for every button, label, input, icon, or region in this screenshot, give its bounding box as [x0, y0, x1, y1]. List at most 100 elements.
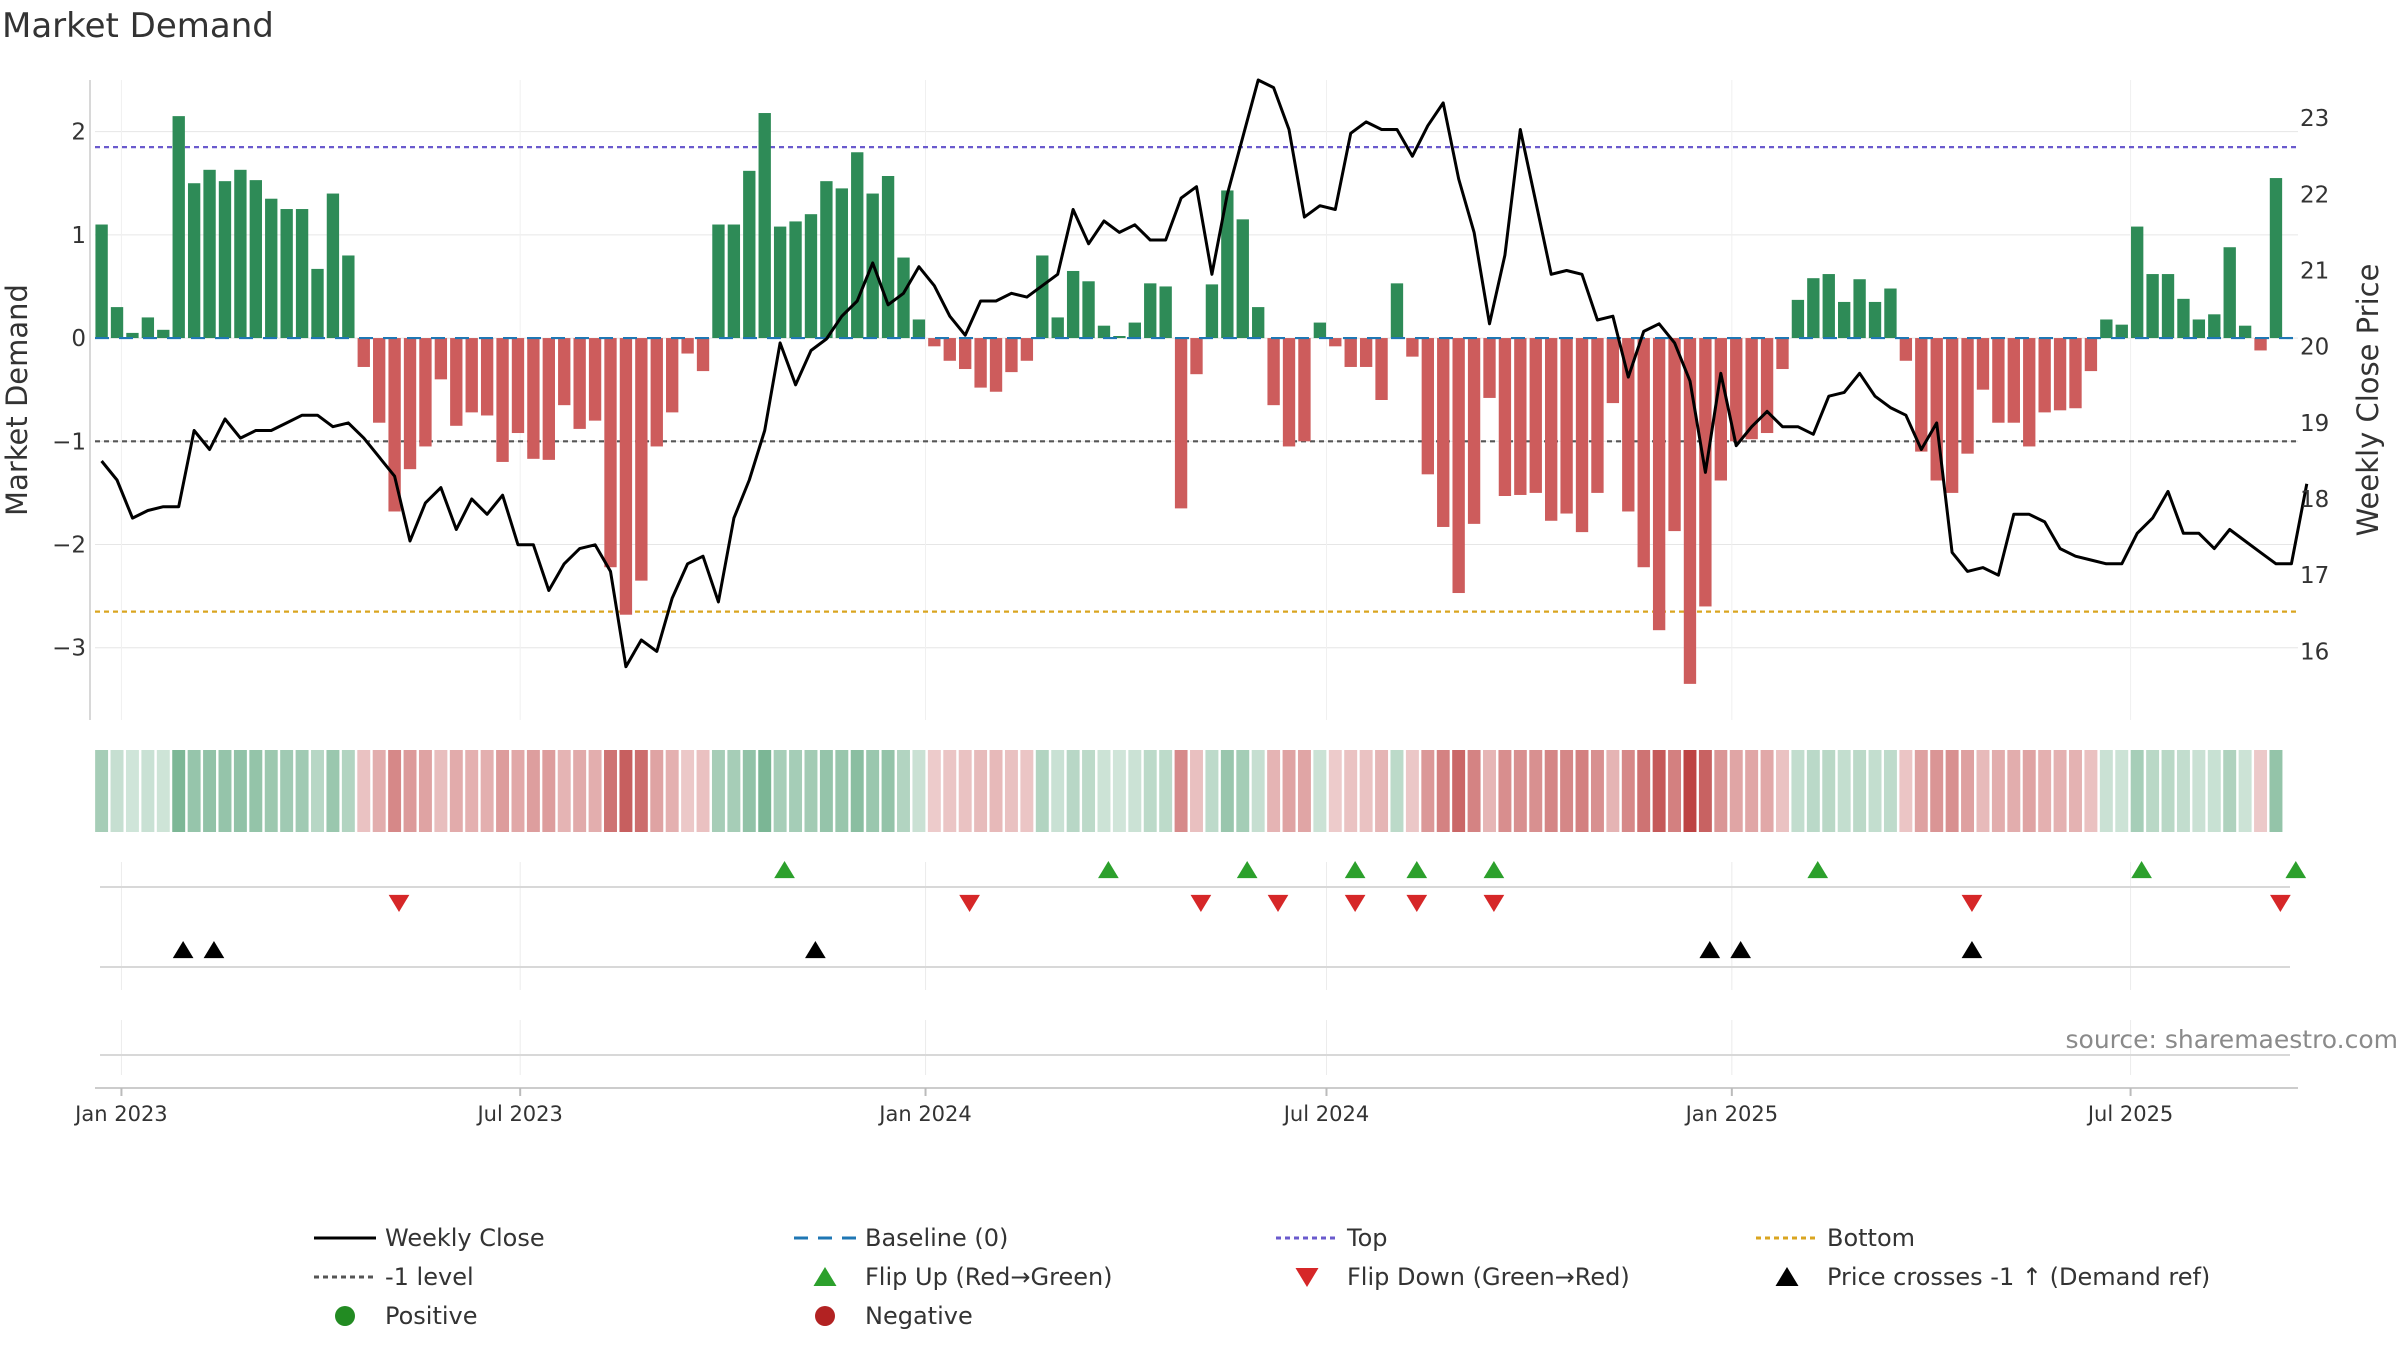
demand-bar [465, 338, 478, 413]
demand-bar [1097, 325, 1111, 339]
demand-bar [604, 338, 617, 568]
flip-up-marker [2285, 861, 2307, 879]
heat-cell [804, 750, 818, 832]
heat-cell [1868, 750, 1882, 832]
heat-cell [2130, 750, 2144, 832]
flip-up-marker [1098, 861, 1119, 879]
heat-cell [110, 750, 124, 832]
heat-cell [1128, 750, 1142, 832]
y-tick-label: −1 [52, 429, 86, 455]
heat-cell [1035, 750, 1049, 832]
heat-cell [280, 750, 294, 832]
heat-cell [727, 750, 741, 832]
demand-bar [2100, 319, 2113, 339]
chart-title: Market Demand [2, 6, 274, 46]
y2-axis-label: Weekly Close Price [2351, 264, 2385, 537]
demand-bar [357, 338, 370, 367]
demand-bar [434, 338, 448, 380]
heat-cell [2007, 750, 2021, 832]
demand-bar [1652, 338, 1666, 631]
legend-label: Positive [385, 1302, 478, 1330]
demand-bar [1205, 284, 1219, 339]
flip-up-marker [1807, 861, 1829, 879]
flip-down-marker [388, 894, 410, 912]
heat-cell [496, 750, 510, 832]
demand-bar [1529, 338, 1542, 493]
demand-bar [727, 224, 741, 339]
heat-cell [1683, 750, 1697, 832]
demand-bar [1452, 338, 1465, 594]
demand-bar [1113, 336, 1126, 339]
legend-item: Flip Down (Green→Red) [1295, 1263, 1630, 1291]
demand-bar [758, 113, 771, 339]
heat-cell [1729, 750, 1743, 832]
heat-cell [696, 750, 710, 832]
demand-bar [1344, 338, 1357, 367]
demand-bar [1961, 338, 1974, 454]
heat-cell [172, 750, 186, 832]
demand-bar [95, 224, 108, 339]
heat-cell [1297, 750, 1311, 832]
heat-cell [604, 750, 617, 832]
demand-bar [820, 181, 833, 339]
demand-bar [1591, 338, 1604, 493]
heat-cell [1637, 750, 1651, 832]
heat-cell [156, 750, 170, 832]
demand-bar [974, 338, 987, 388]
y2-tick-label: 23 [2300, 106, 2329, 132]
heat-cell [1390, 750, 1404, 832]
heat-cell [1914, 750, 1928, 832]
demand-bar [1159, 286, 1172, 339]
heat-cell [1467, 750, 1481, 832]
demand-bar [1976, 338, 1990, 390]
heat-cell [1652, 750, 1666, 832]
demand-bar [496, 338, 509, 462]
demand-bar [1066, 270, 1080, 339]
flip-up-marker [1344, 861, 1366, 879]
x-tick-label: Jul 2025 [2086, 1102, 2173, 1126]
heat-cell [665, 750, 679, 832]
heat-cell [1082, 750, 1096, 832]
demand-bar [558, 338, 571, 406]
demand-bar [110, 307, 124, 339]
flip-down-marker [1961, 894, 1983, 912]
demand-bar [2069, 338, 2082, 409]
demand-bar [1714, 338, 1727, 481]
heat-cell [1097, 750, 1111, 832]
demand-bar [1282, 338, 1296, 447]
demand-bar [1560, 338, 1573, 514]
heat-cell [1436, 750, 1450, 832]
legend-item: Top [1276, 1224, 1388, 1252]
heat-cell [480, 750, 494, 832]
heat-cell [1945, 750, 1959, 832]
heat-cell [1606, 750, 1620, 832]
demand-bar [1945, 338, 1959, 493]
demand-bar [450, 338, 463, 426]
demand-bar [681, 338, 694, 354]
legend-label: Negative [865, 1302, 973, 1330]
demand-bar [959, 338, 972, 370]
weekly-close-series [100, 78, 2309, 669]
legend: Weekly Close Baseline (0) Top Bottom -1 leve… [314, 1224, 2210, 1330]
demand-bar [511, 338, 525, 434]
demand-bar [1267, 338, 1280, 406]
demand-bar [1622, 338, 1635, 512]
price-cross-marker [1699, 941, 1721, 959]
heat-cell [1051, 750, 1065, 832]
demand-bar [2007, 338, 2020, 423]
flip-down-marker [1344, 894, 1366, 912]
demand-bar [2161, 274, 2175, 339]
legend-label: Weekly Close [385, 1224, 545, 1252]
heat-cell [650, 750, 664, 832]
heat-cell [2207, 750, 2221, 832]
heat-cell [2099, 750, 2113, 832]
price-cross-marker [1730, 941, 1751, 959]
heat-cell [2084, 750, 2098, 832]
heat-cell [1190, 750, 1203, 832]
heat-cell [789, 750, 803, 832]
demand-bar [1776, 338, 1789, 370]
demand-bar [1005, 338, 1018, 373]
grid-lines [89, 80, 2298, 1075]
y2-tick-label: 18 [2300, 487, 2329, 513]
heat-cell [341, 750, 355, 832]
